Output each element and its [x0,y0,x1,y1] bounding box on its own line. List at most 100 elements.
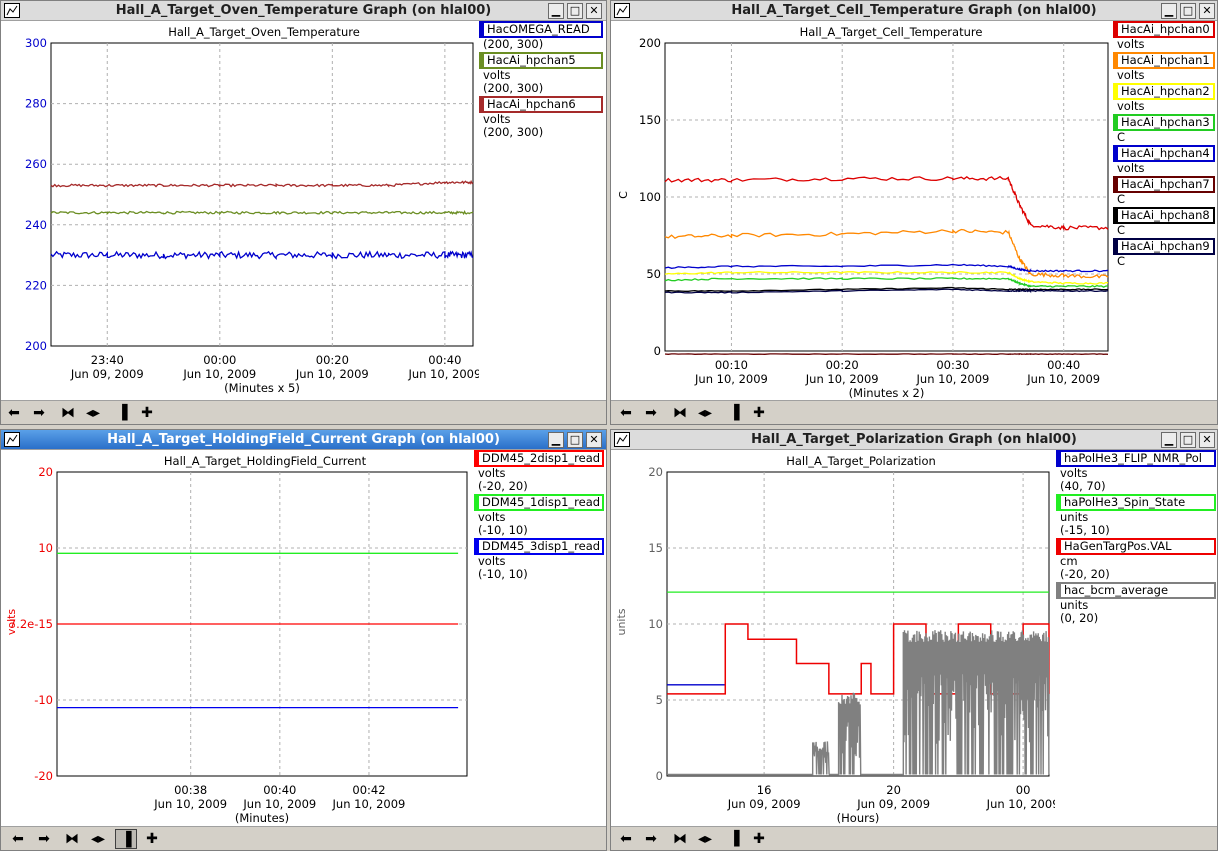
maximize-button[interactable]: □ [1180,3,1196,19]
legend-series-name[interactable]: haPolHe3_FLIP_NMR_Pol [1056,450,1216,467]
minimize-button[interactable]: ▁ [1161,432,1177,448]
x-tick-time: 00:10 [715,358,748,372]
legend-item[interactable]: haPolHe3_Spin_State units (-15, 10) [1056,494,1216,537]
minimize-button[interactable]: ▁ [1161,3,1177,19]
legend-item[interactable]: DDM45_2disp1_read volts (-20, 20) [474,450,604,493]
maximize-button[interactable]: □ [567,3,583,19]
legend-item[interactable]: HacAi_hpchan0 volts [1113,21,1215,51]
legend-item[interactable]: DDM45_1disp1_read volts (-10, 10) [474,494,604,537]
legend-series-name[interactable]: HacAi_hpchan3 [1113,114,1215,131]
series-line [664,175,1109,231]
holding-field-chart[interactable]: Hall_A_Target_HoldingField_Current volts… [1,450,473,826]
legend-series-name[interactable]: DDM45_2disp1_read [474,450,604,467]
arrow-left-icon[interactable]: ⬅ [620,831,632,847]
add-icon[interactable]: ✚ [753,831,765,847]
legend-item[interactable]: HacAi_hpchan9 C [1113,238,1215,268]
arrow-left-icon[interactable]: ⬅ [620,405,632,421]
x-tick-time: 00:20 [316,353,349,367]
legend-series-name[interactable]: HaGenTargPos.VAL [1056,538,1216,555]
legend-item[interactable]: HacAi_hpchan6 volts (200, 300) [479,96,603,139]
legend-series-detail: volts [1117,68,1145,82]
legend-series-name[interactable]: HacAi_hpchan6 [479,96,603,113]
legend-item[interactable]: haPolHe3_FLIP_NMR_Pol volts (40, 70) [1056,450,1216,493]
legend-item[interactable]: HaGenTargPos.VAL cm (-20, 20) [1056,538,1216,581]
legend-item[interactable]: DDM45_3disp1_read volts (-10, 10) [474,538,604,581]
oven-titlebar[interactable]: Hall_A_Target_Oven_Temperature Graph (on… [1,1,606,21]
close-button[interactable]: ✕ [1199,432,1215,448]
cell-titlebar[interactable]: Hall_A_Target_Cell_Temperature Graph (on… [611,1,1217,21]
legend-item[interactable]: HacAi_hpchan1 volts [1113,52,1215,82]
arrow-left-icon[interactable]: ⬅ [12,831,24,847]
field-titlebar[interactable]: Hall_A_Target_HoldingField_Current Graph… [1,430,606,450]
legend-series-detail: (-20, 20) [478,479,528,493]
oven-legend: HacOMEGA_READ (200, 300) HacAi_hpchan5 volt… [479,21,603,140]
maximize-button[interactable]: □ [567,432,583,448]
series-line [50,210,474,216]
arrow-right-icon[interactable]: ➡ [38,831,50,847]
zoom-in-time-icon[interactable]: ⧓ [673,405,687,421]
polarization-chart[interactable]: Hall_A_Target_Polarization units 20 15 10 5… [611,450,1055,826]
legend-series-detail: volts [1117,37,1145,51]
y-axis-label: C [617,191,630,199]
legend-item[interactable]: HacAi_hpchan5 volts (200, 300) [479,52,603,95]
legend-series-name[interactable]: HacAi_hpchan9 [1113,238,1215,255]
add-icon[interactable]: ✚ [753,405,765,421]
x-axis-unit: (Minutes x 2) [849,386,925,400]
legend-series-name[interactable]: HacAi_hpchan2 [1113,83,1215,100]
legend-series-name[interactable]: DDM45_1disp1_read [474,494,604,511]
close-button[interactable]: ✕ [586,432,602,448]
legend-series-name[interactable]: HacAi_hpchan1 [1113,52,1215,69]
vertical-zoom-icon[interactable]: ▐ [116,405,128,421]
legend-series-name[interactable]: haPolHe3_Spin_State [1056,494,1216,511]
legend-item[interactable]: HacOMEGA_READ (200, 300) [479,21,603,51]
y-tick-label: 5 [656,693,663,707]
legend-series-detail: C [1117,223,1126,237]
cell-temperature-chart[interactable]: Hall_A_Target_Cell_Temperature C 200 150 1… [611,21,1111,401]
y-tick-label: 10 [648,617,663,631]
y-axis-label: volts [5,609,18,636]
legend-item[interactable]: HacAi_hpchan8 C [1113,207,1215,237]
vertical-zoom-icon[interactable]: ▐ [115,829,137,849]
arrow-right-icon[interactable]: ➡ [33,405,45,421]
legend-item[interactable]: HacAi_hpchan2 volts [1113,83,1215,113]
legend-series-name[interactable]: HacAi_hpchan7 [1113,176,1215,193]
zoom-out-time-icon[interactable]: ◂▸ [697,405,713,421]
legend-item[interactable]: hac_bcm_average units (0, 20) [1056,582,1216,625]
zoom-in-time-icon[interactable]: ⧓ [673,831,687,847]
close-button[interactable]: ✕ [1199,3,1215,19]
minimize-button[interactable]: ▁ [548,432,564,448]
add-icon[interactable]: ✚ [146,831,158,847]
vertical-zoom-icon[interactable]: ▐ [728,831,740,847]
legend-series-name[interactable]: HacAi_hpchan8 [1113,207,1215,224]
pol-toolbar: ⬅ ➡ ⧓ ◂▸ ▐ ✚ [611,826,1217,850]
legend-series-detail: units [1060,598,1089,612]
legend-series-name[interactable]: hac_bcm_average [1056,582,1216,599]
zoom-in-time-icon[interactable]: ⧓ [61,405,75,421]
legend-item[interactable]: HacAi_hpchan3 C [1113,114,1215,144]
legend-item[interactable]: HacAi_hpchan7 C [1113,176,1215,206]
maximize-button[interactable]: □ [1180,432,1196,448]
zoom-in-time-icon[interactable]: ⧓ [65,831,79,847]
zoom-out-time-icon[interactable]: ◂▸ [85,405,101,421]
legend-series-name[interactable]: HacAi_hpchan4 [1113,145,1215,162]
arrow-right-icon[interactable]: ➡ [645,405,657,421]
oven-temperature-chart[interactable]: Hall_A_Target_Oven_Temperature 300 280 260… [1,21,479,401]
pol-titlebar[interactable]: Hall_A_Target_Polarization Graph (on hla… [611,430,1217,450]
vertical-zoom-icon[interactable]: ▐ [728,405,740,421]
x-axis-unit: (Minutes) [235,811,289,825]
legend-series-name[interactable]: HacAi_hpchan5 [479,52,603,69]
series-line [664,228,1109,279]
zoom-out-time-icon[interactable]: ◂▸ [697,831,713,847]
legend-series-name[interactable]: DDM45_3disp1_read [474,538,604,555]
legend-series-name[interactable]: HacOMEGA_READ [479,21,603,38]
arrow-left-icon[interactable]: ⬅ [8,405,20,421]
arrow-right-icon[interactable]: ➡ [645,831,657,847]
add-icon[interactable]: ✚ [141,405,153,421]
x-tick-date: Jun 10, 2009 [182,367,256,381]
minimize-button[interactable]: ▁ [548,3,564,19]
legend-item[interactable]: HacAi_hpchan4 volts [1113,145,1215,175]
zoom-out-time-icon[interactable]: ◂▸ [90,831,106,847]
x-tick-time: 00:42 [352,783,385,797]
close-button[interactable]: ✕ [586,3,602,19]
legend-series-name[interactable]: HacAi_hpchan0 [1113,21,1215,38]
